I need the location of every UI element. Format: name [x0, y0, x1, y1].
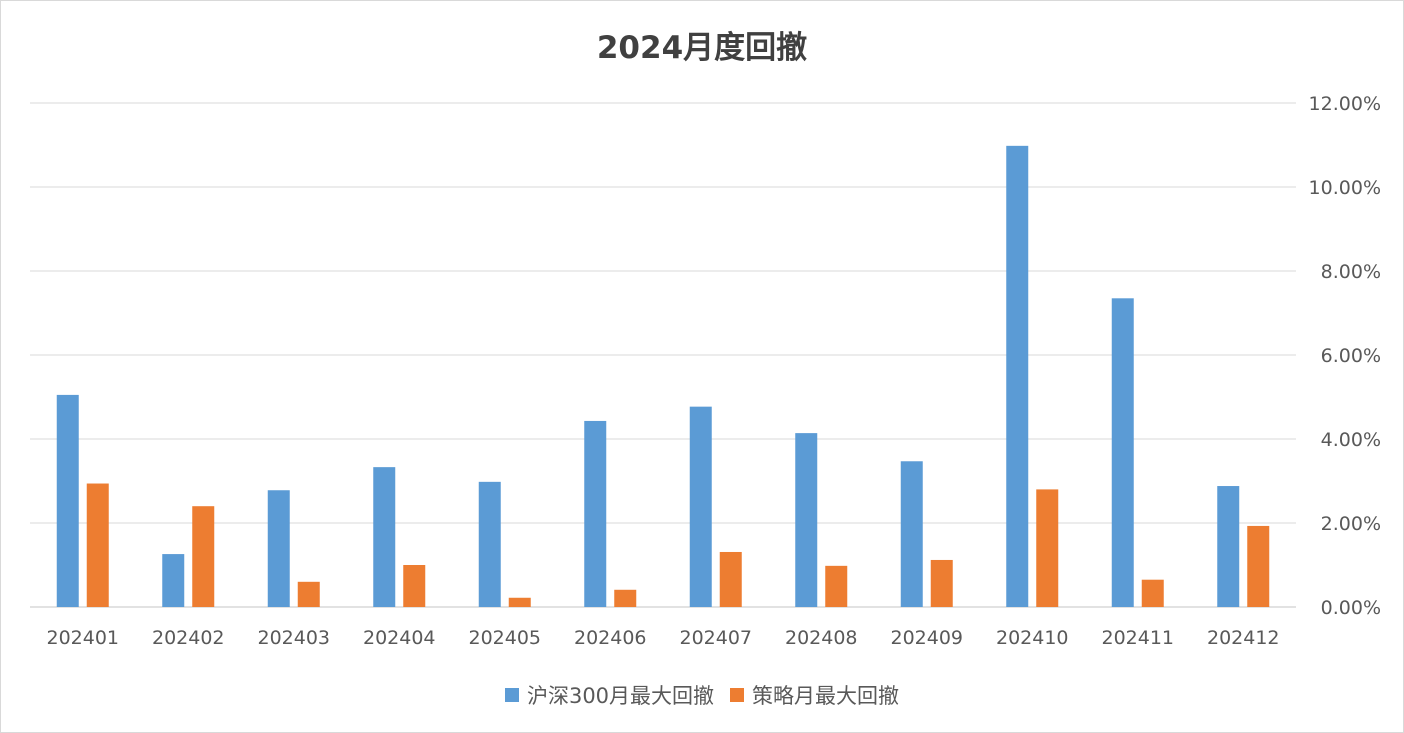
- bars: [56, 145, 1270, 607]
- bar-series-1-202409: [900, 461, 923, 607]
- y-tick-label: 6.00%: [1321, 345, 1381, 367]
- x-tick-label: 202403: [257, 627, 330, 649]
- x-tick-label: 202411: [1101, 627, 1174, 649]
- chart-title: 2024月度回撤: [596, 30, 808, 66]
- y-tick-label: 8.00%: [1321, 261, 1381, 283]
- y-tick-label: 4.00%: [1321, 429, 1381, 451]
- bar-series-1-202403: [267, 490, 290, 607]
- x-tick-label: 202412: [1207, 627, 1280, 649]
- bar-series-2-202409: [930, 559, 953, 607]
- x-tick-label: 202406: [574, 627, 647, 649]
- bar-series-2-202410: [1036, 489, 1059, 607]
- bar-series-1-202401: [56, 394, 79, 607]
- legend-label-series-2: 策略月最大回撤: [752, 684, 900, 708]
- x-tick-label: 202404: [363, 627, 436, 649]
- legend: 沪深300月最大回撤 策略月最大回撤: [0, 680, 1404, 710]
- x-tick-label: 202408: [785, 627, 858, 649]
- bar-series-1-202412: [1217, 486, 1240, 607]
- gridlines: [30, 102, 1296, 608]
- y-tick-label: 2.00%: [1321, 513, 1381, 535]
- bar-series-2-202402: [192, 506, 215, 607]
- y-tick-label: 12.00%: [1309, 93, 1381, 115]
- bar-series-1-202411: [1111, 298, 1134, 607]
- y-tick-label: 0.00%: [1321, 597, 1381, 619]
- bar-series-1-202406: [584, 420, 607, 607]
- bar-series-2-202412: [1247, 525, 1270, 607]
- bar-series-2-202406: [614, 589, 637, 607]
- bar-series-1-202404: [373, 467, 396, 607]
- bar-series-2-202401: [86, 483, 109, 607]
- x-tick-label: 202407: [679, 627, 752, 649]
- bar-series-2-202404: [403, 565, 426, 607]
- x-tick-label: 202405: [468, 627, 541, 649]
- bar-series-1-202407: [689, 406, 712, 607]
- bar-series-2-202403: [297, 581, 320, 607]
- bar-series-1-202410: [1006, 145, 1029, 607]
- legend-item-series-2[interactable]: 策略月最大回撤: [730, 680, 899, 710]
- y-tick-label: 10.00%: [1309, 177, 1381, 199]
- bar-series-2-202405: [508, 597, 531, 607]
- bar-series-1-202402: [162, 554, 185, 607]
- bar-series-1-202408: [795, 433, 818, 607]
- legend-swatch-series-2: [730, 688, 745, 702]
- x-tick-label: 202402: [152, 627, 225, 649]
- bar-series-1-202405: [478, 481, 501, 607]
- legend-label-series-1: 沪深300月最大回撤: [526, 684, 715, 708]
- x-tick-label: 202410: [996, 627, 1069, 649]
- legend-swatch-series-1: [504, 688, 519, 702]
- y-axis-tick-labels: 0.00% 2.00% 4.00% 6.00% 8.00% 10.00% 12.00%: [1309, 93, 1381, 619]
- bar-series-2-202407: [719, 551, 742, 607]
- bar-series-2-202411: [1141, 579, 1164, 607]
- x-tick-label: 202409: [890, 627, 963, 649]
- legend-item-series-1[interactable]: 沪深300月最大回撤: [504, 680, 715, 710]
- x-tick-label: 202401: [46, 627, 119, 649]
- bar-series-2-202408: [825, 565, 848, 607]
- x-axis-tick-labels: 202401 202402 202403 202404 202405 202406 2024…: [46, 627, 1279, 649]
